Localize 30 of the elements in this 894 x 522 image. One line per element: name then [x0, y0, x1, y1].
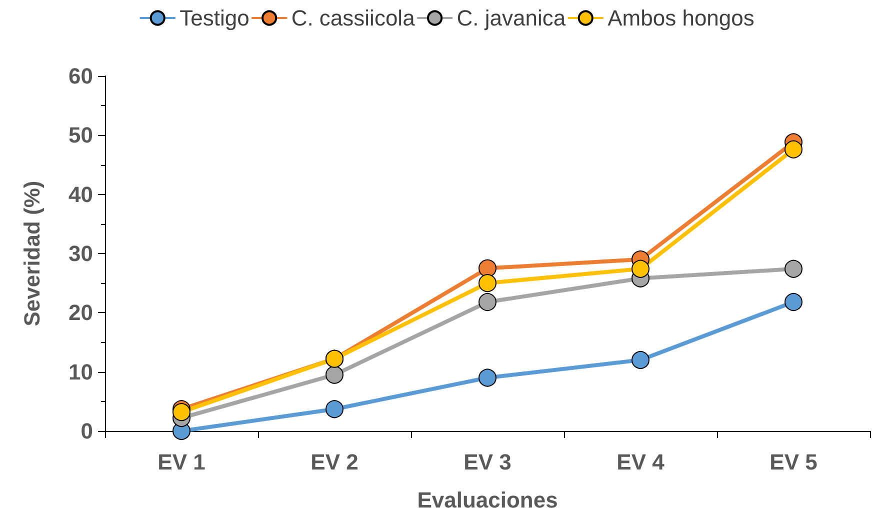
point: [326, 400, 344, 418]
y-tick-label: 60: [68, 64, 93, 88]
y-tick-label: 10: [68, 359, 93, 384]
legend-label: C. javanica: [456, 6, 566, 30]
point: [784, 260, 802, 278]
legend-label: Ambos hongos: [608, 6, 754, 30]
point: [632, 260, 650, 278]
point: [478, 259, 496, 278]
y-tick-label: 0: [80, 418, 93, 444]
point: [478, 293, 496, 312]
point: [632, 351, 650, 369]
y-tick-label: 50: [68, 122, 93, 148]
y-tick-label: 20: [68, 300, 93, 326]
point: [784, 293, 802, 312]
x-axis-title: Evaluaciones: [417, 488, 558, 512]
y-tick-label: 40: [68, 182, 93, 207]
x-tick-label: EV 3: [464, 450, 512, 474]
point: [478, 274, 496, 292]
point: [326, 366, 344, 384]
point: [784, 140, 802, 158]
point: [172, 403, 190, 422]
legend-label: Testigo: [180, 6, 250, 30]
x-tick-label: EV 5: [770, 450, 818, 474]
x-tick-label: EV 4: [616, 450, 666, 474]
x-tick-label: EV 1: [158, 450, 206, 474]
y-axis-title: Severidad (%): [20, 180, 44, 326]
x-tick-label: EV 2: [310, 450, 358, 474]
legend-label: C. cassiicola: [291, 6, 416, 30]
point: [478, 368, 496, 387]
y-tick-label: 30: [68, 241, 93, 266]
